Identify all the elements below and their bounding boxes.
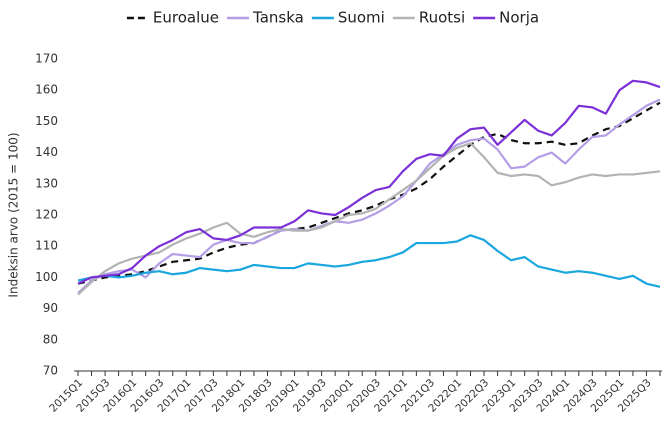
line bbox=[77, 142, 661, 296]
legend-label: Suomi bbox=[338, 9, 385, 27]
y-tick-label: 100 bbox=[35, 270, 58, 284]
legend-label: Ruotsi bbox=[419, 9, 465, 27]
legend-label: Euroalue bbox=[153, 9, 219, 27]
y-tick-label: 130 bbox=[35, 176, 58, 190]
legend-label: Norja bbox=[499, 9, 539, 27]
y-tick-label: 140 bbox=[35, 145, 58, 159]
y-tick-label: 70 bbox=[43, 364, 58, 378]
y-tick-label: 120 bbox=[35, 208, 58, 222]
line bbox=[77, 79, 661, 285]
line bbox=[77, 234, 661, 288]
y-tick-label: 150 bbox=[35, 114, 58, 128]
y-tick-label: 110 bbox=[35, 239, 58, 253]
legend-label: Tanska bbox=[252, 9, 304, 27]
y-tick-label: 80 bbox=[43, 332, 58, 346]
y-tick-label: 170 bbox=[35, 52, 58, 66]
line bbox=[77, 101, 661, 285]
line bbox=[77, 98, 661, 294]
y-axis-label: Indeksin arvo (2015 = 100) bbox=[7, 132, 21, 297]
y-tick-label: 160 bbox=[35, 83, 58, 97]
y-tick-label: 90 bbox=[43, 301, 58, 315]
